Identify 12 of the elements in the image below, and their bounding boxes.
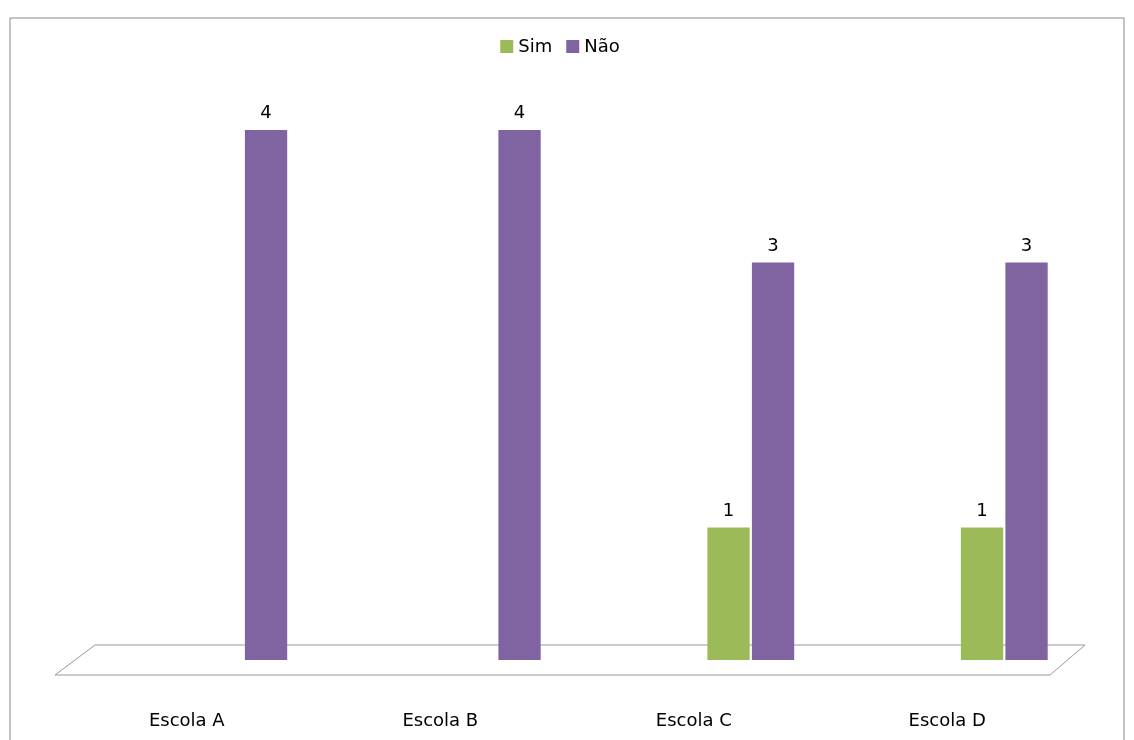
data-label: 1 <box>976 498 988 520</box>
legend-label: Sim <box>518 35 553 56</box>
x-tick-label: Escola C <box>655 708 732 730</box>
data-label: 1 <box>722 498 735 520</box>
data-label: 3 <box>767 233 779 255</box>
x-tick-label: Escola A <box>148 708 226 730</box>
data-label: 4 <box>513 101 526 122</box>
data-label: 4 <box>260 101 272 122</box>
legend-label: Não <box>584 35 620 56</box>
x-tick-label: Escola D <box>908 708 986 730</box>
data-label: 3 <box>1020 233 1033 255</box>
x-tick-label: Escola B <box>402 708 479 730</box>
